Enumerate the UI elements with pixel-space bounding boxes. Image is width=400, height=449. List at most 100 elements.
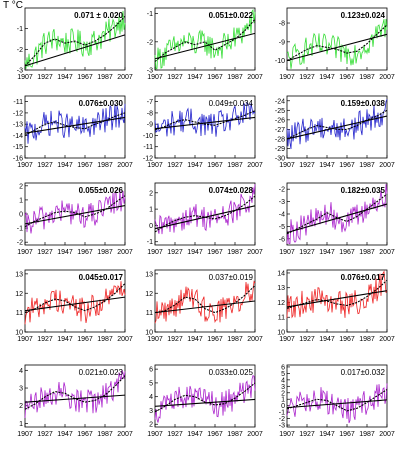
trend-line <box>154 398 256 407</box>
y-tick-label: -3 <box>147 68 153 75</box>
x-tick-label: 2007 <box>117 249 133 256</box>
y-tick-label: -1 <box>17 226 23 233</box>
y-tick-label: -28 <box>275 136 285 143</box>
x-tick-label: 1987 <box>227 74 243 81</box>
y-tick-label: 5 <box>149 380 153 387</box>
trend-annotation: 0.074±0.028 <box>209 186 254 195</box>
x-tick-label: 1987 <box>227 431 243 438</box>
x-tick-label: 1967 <box>339 249 355 256</box>
y-tick-label: 12 <box>277 300 285 307</box>
y-tick-label: -30 <box>275 156 285 163</box>
x-tick-label: 1967 <box>77 431 93 438</box>
x-tick-label: 2007 <box>379 336 395 343</box>
annual-series-line <box>286 184 388 245</box>
y-tick-label: -15 <box>13 144 23 151</box>
y-tick-label: -7 <box>147 99 153 106</box>
chart-panel-14: 2 3 4 5 6 1907 1927 1947 1967 1987 2007 0.033±0.025 <box>147 364 263 438</box>
smoothed-series-line <box>154 285 256 314</box>
x-tick-label: 1907 <box>279 249 295 256</box>
y-tick-label: 0 <box>19 212 23 219</box>
x-tick-label: 1927 <box>37 336 53 343</box>
chart-panel-4: -16 -15 -14 -13 -12 -11 1907 1927 1947 1967 1987 20… <box>13 95 133 169</box>
y-tick-label: 11 <box>278 315 285 322</box>
y-tick-label: -24 <box>275 98 285 105</box>
y-tick-label: 14 <box>277 270 285 277</box>
x-tick-label: 1907 <box>279 162 295 169</box>
annual-series-line <box>154 374 256 423</box>
x-tick-label: 1987 <box>227 249 243 256</box>
trend-line <box>286 290 388 308</box>
chart-panel-13: 1 2 3 4 1907 1927 1947 1967 1987 2007 0.021±0.023 <box>17 364 133 438</box>
trend-line <box>154 32 256 60</box>
y-tick-label: -8 <box>147 110 153 117</box>
chart-panel-3: -10 -9 -8 1907 1927 1947 1967 1987 2007 0.123±0.0… <box>275 7 395 81</box>
y-tick-label: 13 <box>145 271 153 278</box>
y-tick-label: 4 <box>281 377 285 384</box>
x-tick-label: 1987 <box>97 336 113 343</box>
smoothed-series-line <box>24 195 126 228</box>
y-tick-label: -1 <box>279 410 285 417</box>
x-tick-label: 1907 <box>17 249 33 256</box>
annual-series-line <box>154 8 256 70</box>
trend-line <box>286 33 388 62</box>
x-tick-label: 1927 <box>299 162 315 169</box>
x-tick-label: 1947 <box>57 162 73 169</box>
y-tick-label: 2 <box>281 390 285 397</box>
x-tick-label: 1907 <box>279 74 295 81</box>
y-tick-label: -3 <box>279 423 285 430</box>
x-tick-label: 1947 <box>57 74 73 81</box>
chart-panel-12: 10 11 12 13 14 1907 1927 1947 1967 1987 2007 0.076±… <box>277 269 395 343</box>
y-tick-label: -12 <box>143 156 153 163</box>
x-tick-label: 1947 <box>319 249 335 256</box>
x-tick-label: 1907 <box>147 431 163 438</box>
chart-panel-8: -1 0 1 2 1907 1927 1947 1967 1987 2007 0.074±0.028 <box>147 182 263 256</box>
trend-annotation: 0.045±0.017 <box>79 273 124 282</box>
x-tick-label: 1987 <box>97 249 113 256</box>
x-tick-label: 1907 <box>147 74 163 81</box>
y-tick-label: 2 <box>19 183 23 190</box>
x-tick-label: 1967 <box>207 336 223 343</box>
trend-annotation: 0.182±0.035 <box>341 186 386 195</box>
x-tick-label: 2007 <box>379 249 395 256</box>
chart-panel-11: 10 11 12 13 1907 1927 1947 1967 1987 2007 0.037±0.… <box>145 269 263 343</box>
plot-frame <box>24 7 126 71</box>
y-tick-label: 2 <box>149 422 153 429</box>
x-tick-label: 1907 <box>17 74 33 81</box>
y-tick-label: 3 <box>19 386 23 393</box>
y-tick-label: -26 <box>275 117 285 124</box>
y-tick-label: -1 <box>147 239 153 246</box>
y-tick-label: -9 <box>279 39 285 46</box>
y-tick-label: 11 <box>146 310 153 317</box>
trend-line <box>154 116 256 130</box>
y-tick-label: -11 <box>13 99 23 106</box>
y-tick-label: -12 <box>13 110 23 117</box>
trend-annotation: 0.049±0.034 <box>209 99 254 108</box>
y-tick-label: 4 <box>19 368 23 375</box>
x-tick-label: 1947 <box>57 249 73 256</box>
x-tick-label: 2007 <box>117 162 133 169</box>
x-tick-label: 1927 <box>167 336 183 343</box>
x-tick-label: 2007 <box>379 74 395 81</box>
smoothed-series-line <box>24 15 126 67</box>
x-tick-label: 2007 <box>117 336 133 343</box>
y-tick-label: -13 <box>13 122 23 129</box>
y-tick-label: 1 <box>19 421 23 428</box>
x-tick-label: 1947 <box>319 431 335 438</box>
y-tick-label: -1 <box>147 11 153 18</box>
y-tick-label: -2 <box>17 47 23 54</box>
y-tick-label: 10 <box>277 330 285 337</box>
x-tick-label: 1907 <box>279 336 295 343</box>
x-tick-label: 1927 <box>299 431 315 438</box>
x-tick-label: 1967 <box>339 162 355 169</box>
y-tick-label: -2 <box>279 187 285 194</box>
x-tick-label: 1967 <box>207 74 223 81</box>
x-tick-label: 1987 <box>359 74 375 81</box>
x-tick-label: 1927 <box>299 249 315 256</box>
trend-line <box>24 116 126 134</box>
x-tick-label: 1987 <box>97 431 113 438</box>
y-tick-label: -5 <box>279 224 285 231</box>
x-tick-label: 1967 <box>207 249 223 256</box>
x-tick-label: 1967 <box>339 431 355 438</box>
y-unit-label: T °C <box>3 0 23 11</box>
